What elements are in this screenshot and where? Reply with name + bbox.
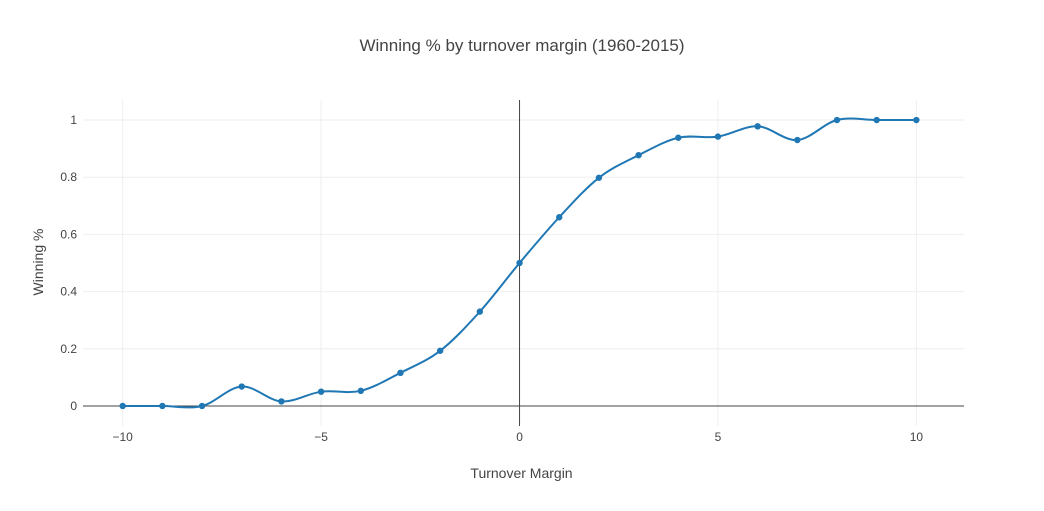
data-point (754, 123, 761, 130)
data-point (714, 133, 722, 140)
y-axis-title: Winning % (30, 229, 46, 296)
y-tick-label: 0.6 (60, 227, 77, 241)
data-point (357, 387, 364, 395)
data-point (476, 308, 484, 315)
x-tick-label: −10 (113, 430, 134, 444)
data-point (159, 402, 166, 410)
grid (83, 100, 964, 426)
data-point (119, 402, 126, 410)
x-axis-ticks: −10 −5 0 5 10 (113, 430, 924, 444)
x-axis-title: Turnover Margin (470, 465, 572, 481)
data-point (873, 116, 880, 124)
data-point (317, 388, 325, 395)
y-tick-label: 0.2 (60, 342, 77, 356)
data-point (238, 383, 245, 390)
y-axis-ticks: 0 0.2 0.4 0.6 0.8 1 (60, 113, 77, 413)
data-point (556, 214, 563, 221)
x-tick-label: 10 (910, 430, 924, 444)
x-tick-label: −5 (314, 430, 328, 444)
data-point (833, 116, 841, 124)
data-point (516, 259, 523, 267)
zero-lines (83, 100, 964, 426)
y-tick-label: 0.4 (60, 285, 77, 299)
markers-layer (119, 116, 920, 410)
x-tick-label: 5 (715, 430, 722, 444)
data-point (595, 174, 603, 181)
data-point (198, 402, 206, 410)
y-tick-label: 1 (70, 113, 77, 127)
data-point (278, 398, 285, 405)
x-tick-label: 0 (516, 430, 523, 444)
data-point (675, 134, 682, 141)
data-point (397, 369, 404, 377)
data-point (436, 347, 444, 354)
data-point (794, 136, 801, 144)
y-tick-label: 0 (70, 399, 77, 413)
data-point (635, 151, 642, 159)
chart-title: Winning % by turnover margin (1960-2015) (359, 36, 684, 55)
data-point (913, 116, 920, 124)
y-tick-label: 0.8 (60, 170, 77, 184)
